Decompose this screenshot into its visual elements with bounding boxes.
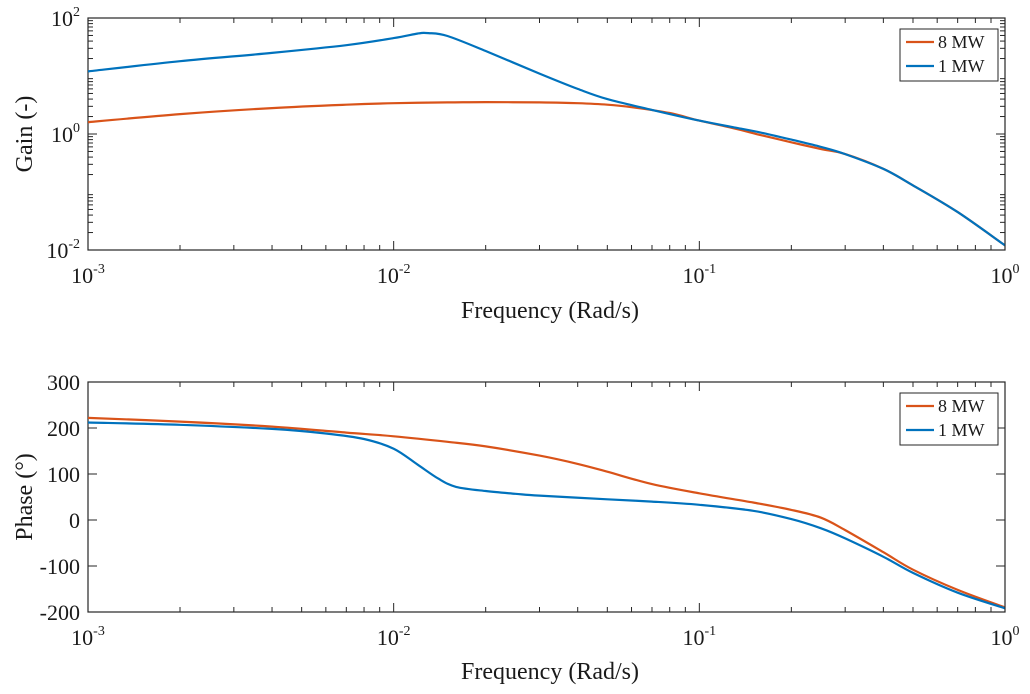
gain-plot-lines [88,31,1005,247]
gain-x-tick-label: 10-3 [71,262,105,288]
gain-legend: 8 MW 1 MW [899,28,999,82]
gain-y-tick-label: 10-2 [46,237,80,263]
gain-x-tick-label: 10-2 [377,262,411,288]
phase-y-ticks: -200 -100 0 100 200 300 [40,370,1005,625]
phase-y-tick-label: 0 [69,508,80,533]
phase-legend-box [899,392,999,446]
phase-x-tick-label: 10-3 [71,624,105,650]
gain-axes-box [87,17,1006,251]
gain-y-axis-label: Gain (-) [12,96,38,173]
phase-y-tick-label: 300 [47,370,80,395]
phase-y-tick-label: -100 [40,554,80,579]
gain-legend-box [899,28,999,82]
phase-x-tick-label: 100 [991,624,1020,650]
gain-x-ticks: 10-3 10-2 10-1 100 [71,18,1020,288]
gain-x-tick-label: 100 [991,262,1020,288]
phase-legend: 8 MW 1 MW [899,392,999,446]
phase-y-tick-label: 200 [47,416,80,441]
gain-y-tick-label: 100 [51,121,80,147]
phase-series-line-8mw [88,416,1005,609]
gain-legend-label-8mw: 8 MW [938,32,985,52]
phase-legend-label-8mw: 8 MW [938,396,985,416]
gain-series-line-1mw [88,31,1005,247]
gain-x-axis-label: Frequency (Rad/s) [461,298,639,324]
phase-y-axis-label: Phase (°) [12,453,38,541]
gain-x-tick-label: 10-1 [682,262,716,288]
gain-legend-label-1mw: 1 MW [938,56,985,76]
phase-plot: 10-3 10-2 10-1 100 -200 -100 0 100 200 300 Frequ… [12,370,1020,685]
phase-x-axis-label: Frequency (Rad/s) [461,659,639,685]
phase-series-line-1mw [88,421,1005,610]
phase-y-tick-label: 100 [47,462,80,487]
phase-x-tick-label: 10-2 [377,624,411,650]
phase-plot-lines [88,416,1005,610]
phase-legend-label-1mw: 1 MW [938,420,985,440]
phase-x-tick-label: 10-1 [682,624,716,650]
phase-y-tick-label: -200 [40,600,80,625]
phase-x-ticks: 10-3 10-2 10-1 100 [71,382,1020,650]
gain-y-tick-label: 102 [51,5,80,31]
gain-y-ticks: 10-2 100 102 [46,5,1005,263]
